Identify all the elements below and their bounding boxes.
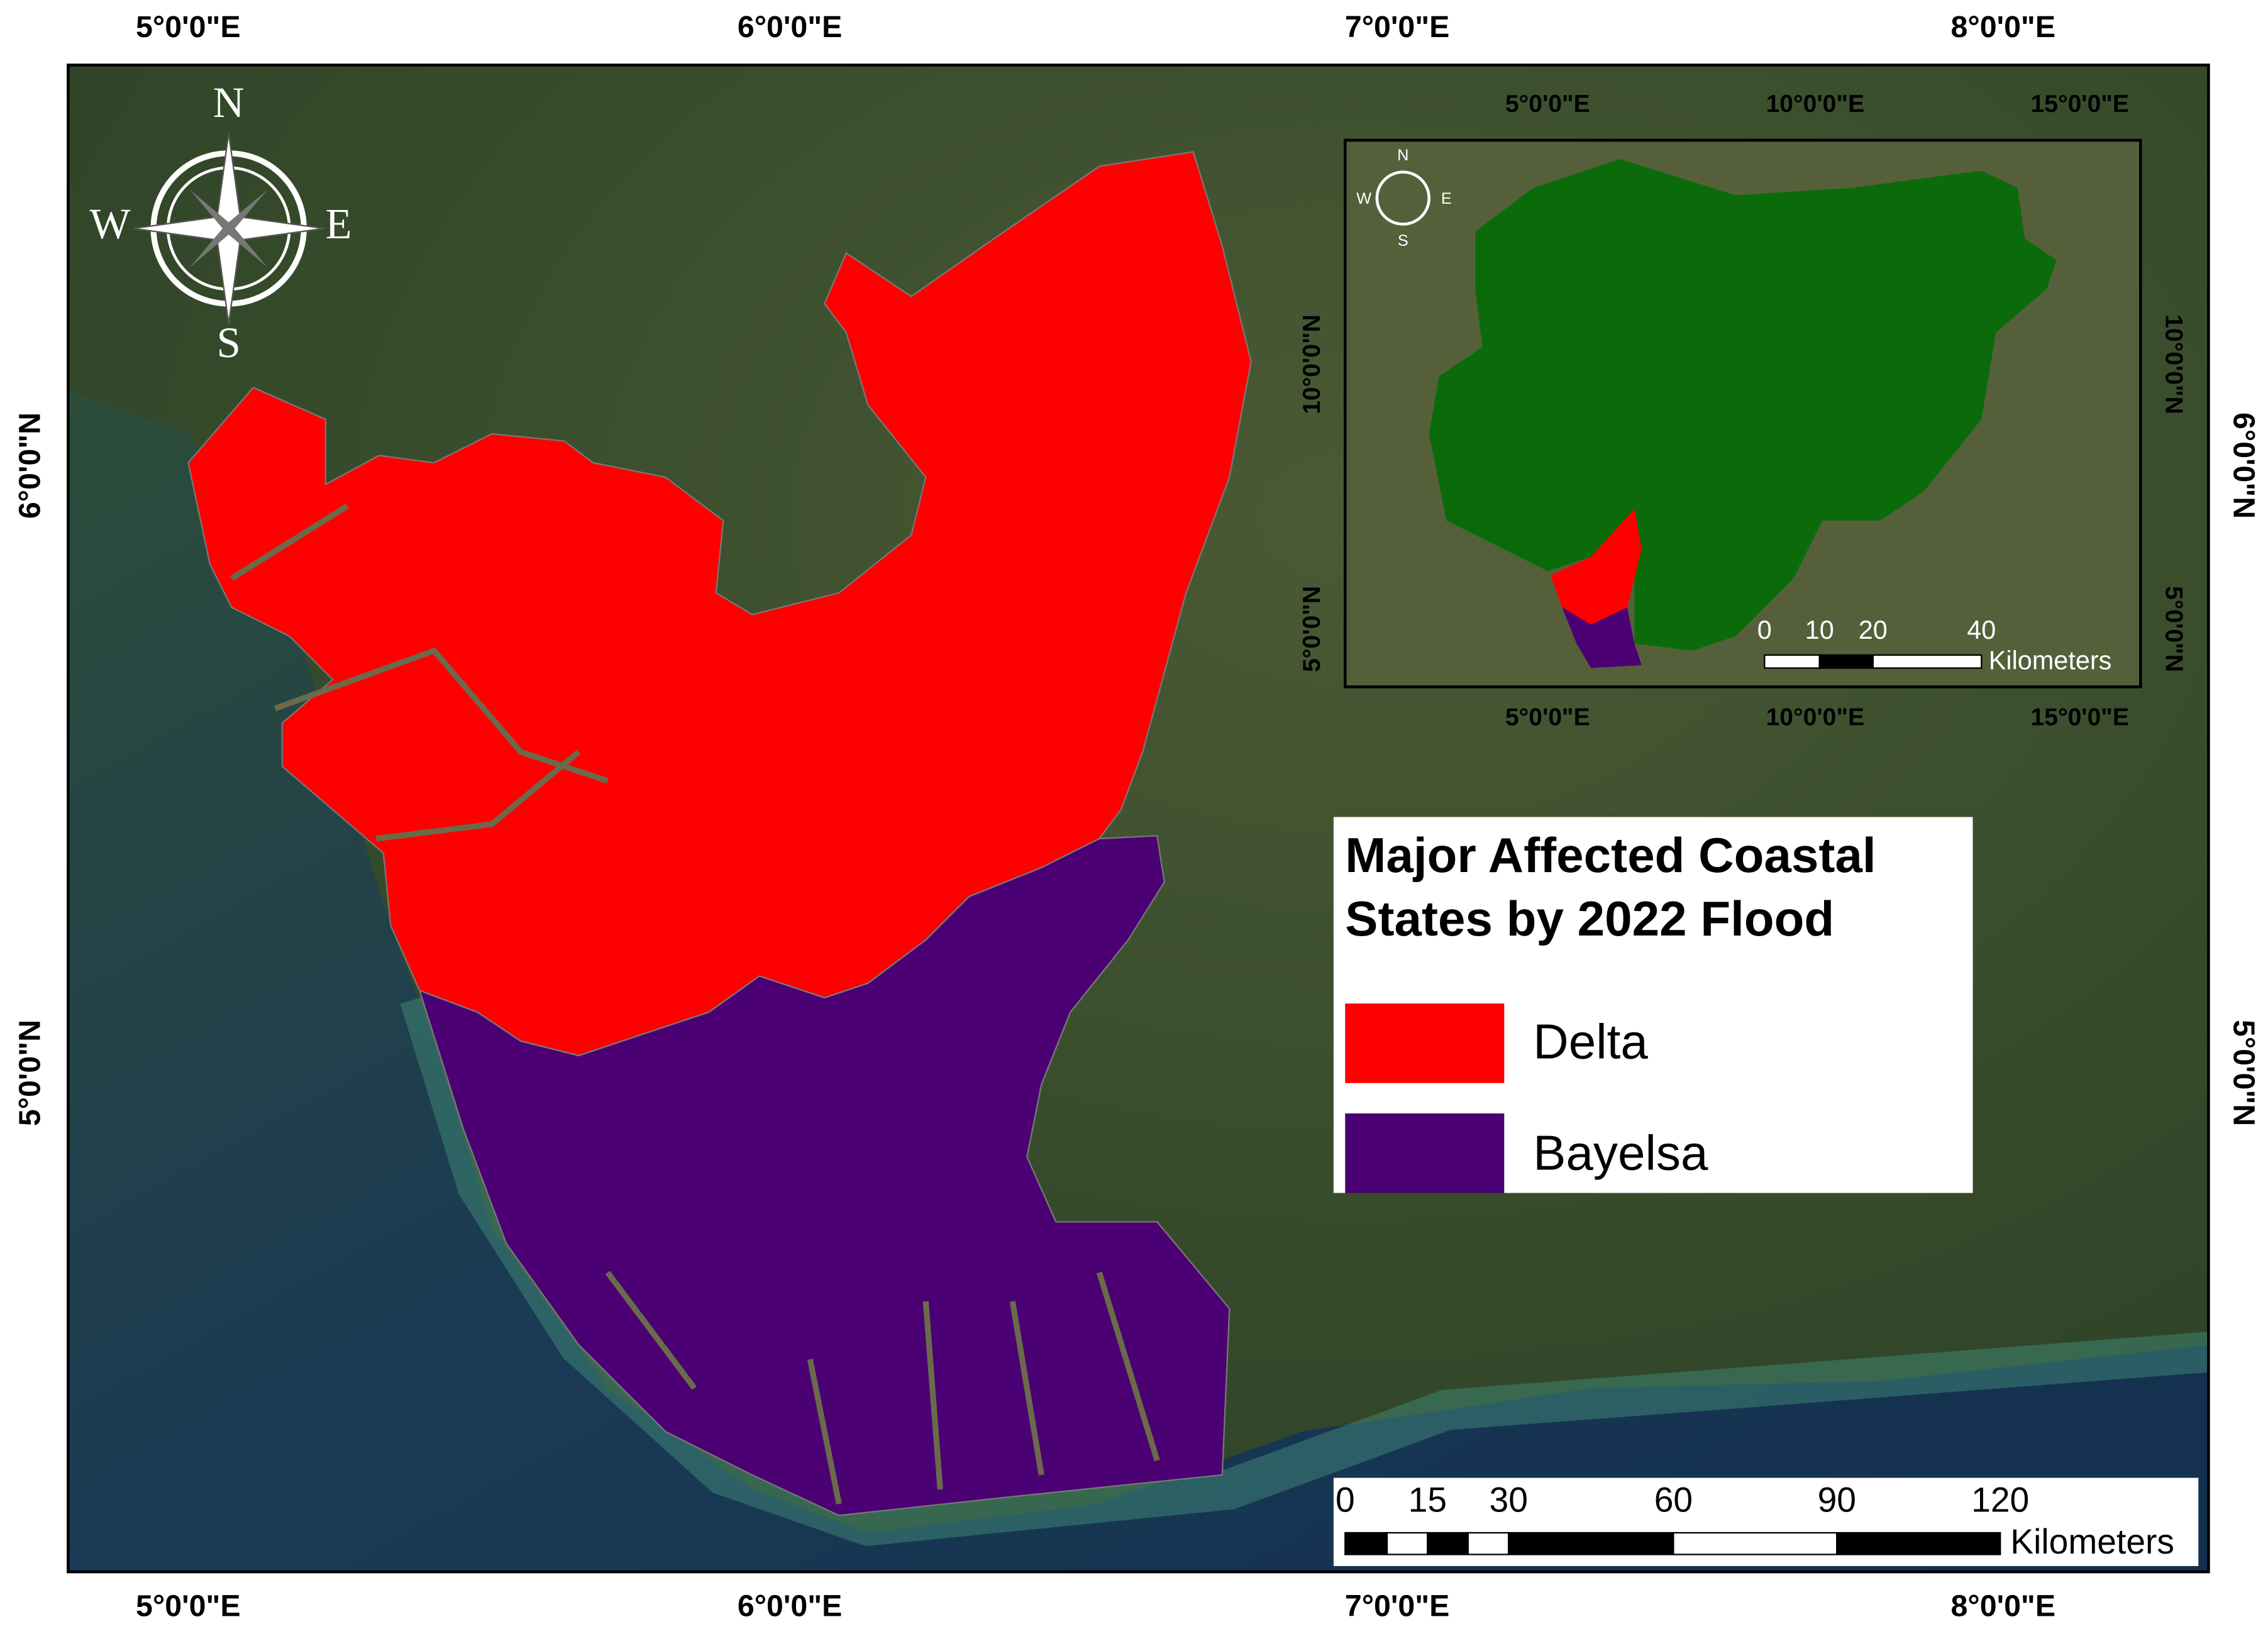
satellite-sea [68,390,2209,1572]
compass-south: S [217,319,241,367]
legend-title: States by 2022 Flood [1345,891,1834,946]
legend-label: Delta [1533,1014,1648,1069]
scale-unit: Kilometers [2010,1522,2174,1561]
lat-label-right: 6°0'0"N [2227,412,2261,519]
compass-east: E [325,200,351,248]
inset-lon-label-bottom: 15°0'0"E [2030,704,2128,731]
inset-lon-label-top: 5°0'0"E [1505,91,1590,118]
inset-compass-rose [1375,170,1430,226]
scale-label: 30 [1490,1480,1528,1519]
inset-scale-unit: Kilometers [1989,646,2112,675]
inset-lat-label-right: 5°0'0"N [2160,586,2188,672]
lon-label-bottom: 8°0'0"E [1951,1589,2056,1623]
inset-scale-label: 40 [1967,616,1996,644]
compass-rose [133,133,324,324]
inset-compass-south: S [1398,232,1408,250]
inset-compass-west: W [1356,190,1371,207]
lat-label-left: 5°0'0"N [13,1020,47,1126]
scale-bar [1344,1532,2001,1555]
lon-label-bottom: 5°0'0"E [136,1589,240,1623]
inset-lat-label-right: 10°0'0"N [2160,314,2188,414]
lon-label-bottom: 7°0'0"E [1345,1589,1450,1623]
lon-label-top: 7°0'0"E [1345,10,1450,44]
legend-swatch [1345,1003,1505,1083]
inset-compass-north: N [1397,146,1408,164]
inset-delta [1550,509,1642,625]
legend-title: Major Affected Coastal [1345,827,1876,883]
lon-label-top: 5°0'0"E [136,10,240,44]
scale-label: 15 [1408,1480,1447,1519]
inset-scale-bar [1764,654,1983,669]
lon-label-top: 6°0'0"E [738,10,843,44]
inset-lat-label-left: 5°0'0"N [1298,586,1325,672]
inset-compass-east: E [1441,190,1452,207]
legend-swatch [1345,1113,1505,1193]
map-frame [67,63,2210,1574]
lon-label-bottom: 6°0'0"E [738,1589,843,1623]
scale-label: 0 [1336,1480,1355,1519]
compass-north: N [213,79,245,126]
river-channels [230,504,1160,1504]
inset-country [1429,159,2057,651]
bayelsa-state [418,835,1231,1516]
lat-label-left: 6°0'0"N [13,412,47,519]
inset-scale-label: 10 [1805,616,1834,644]
legend-label: Bayelsa [1533,1125,1708,1181]
scale-label: 60 [1654,1480,1693,1519]
scale-label: 90 [1818,1480,1856,1519]
inset-lon-label-bottom: 10°0'0"E [1766,704,1864,731]
inset-scale-label: 20 [1859,616,1888,644]
inset-lat-label-left: 10°0'0"N [1298,314,1325,414]
lon-label-top: 8°0'0"E [1951,10,2056,44]
scale-label: 120 [1971,1480,2029,1519]
lat-label-right: 5°0'0"N [2227,1020,2261,1126]
inset-lon-label-bottom: 5°0'0"E [1505,704,1590,731]
inset-scale-label: 0 [1757,616,1772,644]
inset-bayelsa [1562,607,1642,668]
inset-lon-label-top: 15°0'0"E [2030,91,2128,118]
compass-west: W [90,200,131,248]
inset-lon-label-top: 10°0'0"E [1766,91,1864,118]
